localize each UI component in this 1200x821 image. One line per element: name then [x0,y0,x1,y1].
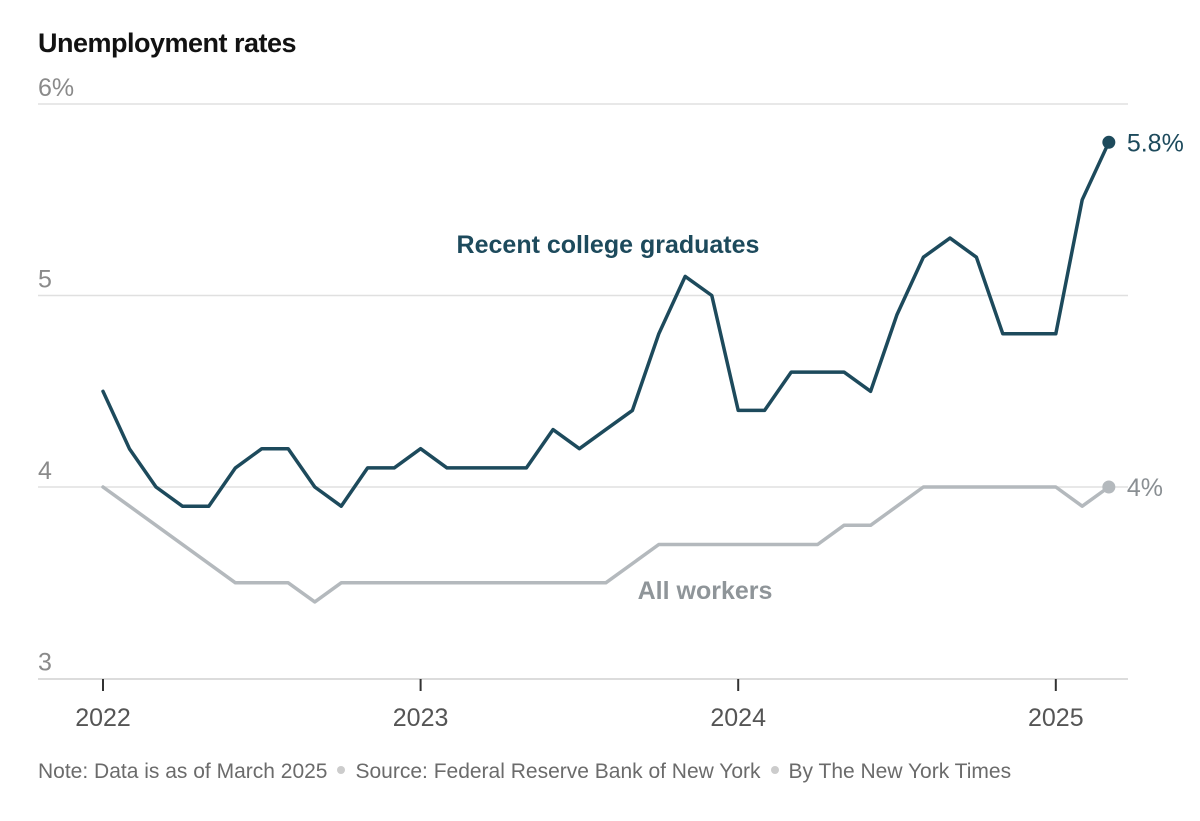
end-value-label: 4% [1127,474,1163,502]
series-line-all-workers [101,485,1111,604]
y-tick-label: 4 [38,457,52,485]
y-tick-label: 6% [38,74,74,102]
separator-dot [337,766,346,775]
series-label-all-workers: All workers [638,577,773,605]
x-tick-label: 2022 [75,704,131,732]
end-point-marker [1102,135,1116,149]
series-lines [101,135,1116,604]
y-tick-label: 5 [38,266,52,294]
separator-dot [770,766,779,775]
footnote-note: Note: Data is as of March 2025 [38,760,328,783]
y-tick-label: 3 [38,649,52,677]
gridlines: 6% 5 4 3 [38,74,1128,677]
end-point-marker [1102,480,1116,494]
series-label-recent-college-graduates: Recent college graduates [457,231,760,259]
chart-title: Unemployment rates [38,28,297,58]
footnote: Note: Data is as of March 2025 Source: Fe… [38,760,1011,784]
x-tick-label: 2025 [1028,704,1084,732]
x-axis: 2022 2023 2024 2025 [38,678,1128,732]
x-tick-label: 2024 [710,704,766,732]
footnote-source: Source: Federal Reserve Bank of New York [355,760,761,783]
x-tick-label: 2023 [393,704,449,732]
footnote-byline: By The New York Times [788,760,1012,783]
end-value-label: 5.8% [1127,129,1184,157]
series-line-recent-college-graduates [101,140,1111,508]
series-labels: 4% 5.8% Recent college graduates All worker… [457,129,1184,605]
